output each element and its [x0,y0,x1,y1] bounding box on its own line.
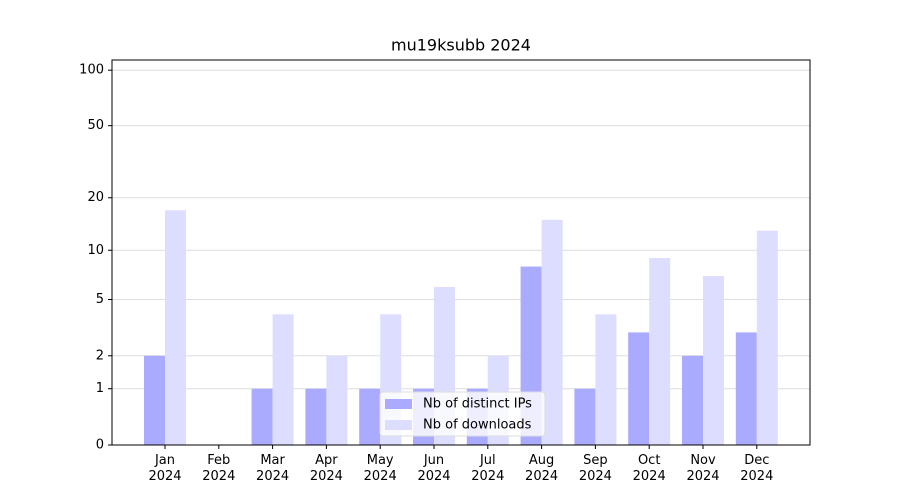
y-tick-label: 20 [87,190,104,205]
x-tick-label: Feb 2024 [202,453,236,484]
x-tick-label: Dec 2024 [740,453,774,484]
bar [628,332,650,445]
x-tick-label: Jan 2024 [148,453,182,484]
y-tick-label: 2 [96,348,104,363]
x-tick-label: Mar 2024 [256,453,290,484]
legend-swatch [385,399,412,409]
y-tick-label: 50 [87,118,104,133]
legend-box [379,391,546,437]
bar [272,314,294,445]
x-tick-label: Sep 2024 [578,453,612,484]
bar [735,332,757,445]
y-tick-label: 10 [87,243,104,258]
x-tick-label: Apr 2024 [309,453,343,484]
y-tick-label: 100 [79,63,104,78]
bar [326,355,348,445]
bar [359,388,381,445]
bar [756,230,778,445]
bar [649,257,671,445]
x-tick-label: Nov 2024 [686,453,720,484]
bar [541,219,563,445]
x-tick-label: May 2024 [363,453,397,484]
bar [682,355,703,445]
bar [595,314,617,445]
bar [574,388,596,445]
bar [251,388,273,445]
x-tick-label: Jun 2024 [417,453,451,484]
x-tick-label: Oct 2024 [632,453,666,484]
y-tick-label: 5 [96,292,104,307]
legend-label: Nb of downloads [423,418,532,433]
legend-swatch [385,420,412,430]
legend-label: Nb of distinct IPs [423,397,532,412]
chart-title: mu19ksubb 2024 [391,36,531,55]
bar [144,355,165,445]
bar [305,388,327,445]
plot-frame [111,59,811,446]
y-tick-label: 1 [96,381,104,396]
bar [165,210,186,445]
x-tick-label: Aug 2024 [525,453,559,484]
x-tick-label: Jul 2024 [471,453,505,484]
y-tick-label: 0 [96,438,104,453]
bar [703,276,724,445]
